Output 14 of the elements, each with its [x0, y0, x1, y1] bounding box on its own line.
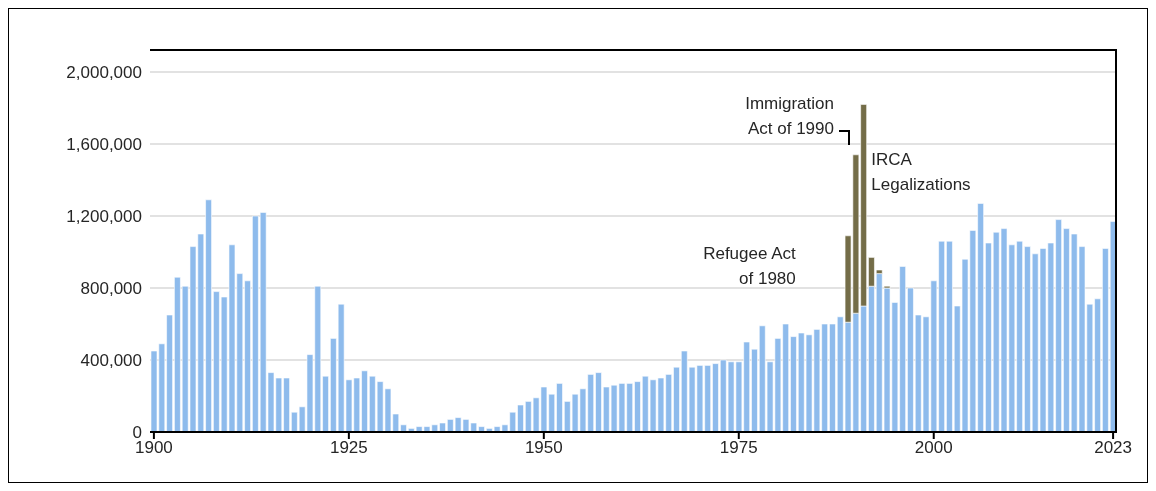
x-tick-label: 1925 [329, 438, 368, 458]
x-tick-label: 1975 [719, 438, 758, 458]
y-tick-label: 1,600,000 [66, 135, 142, 155]
y-tick-label: 800,000 [80, 279, 142, 299]
y-tick-label: 2,000,000 [66, 63, 142, 83]
y-tick-label: 400,000 [80, 351, 142, 371]
annotation: Immigration Act of 1990 [744, 93, 834, 140]
x-tick-label: 2023 [1094, 438, 1133, 458]
x-tick-label: 1900 [134, 438, 173, 458]
series-label: IRCA Legalizations [871, 149, 972, 196]
y-tick-label: 1,200,000 [66, 207, 142, 227]
x-tick-label: 1950 [524, 438, 563, 458]
x-tick-label: 2000 [914, 438, 953, 458]
annotation: Refugee Act of 1980 [702, 243, 796, 290]
